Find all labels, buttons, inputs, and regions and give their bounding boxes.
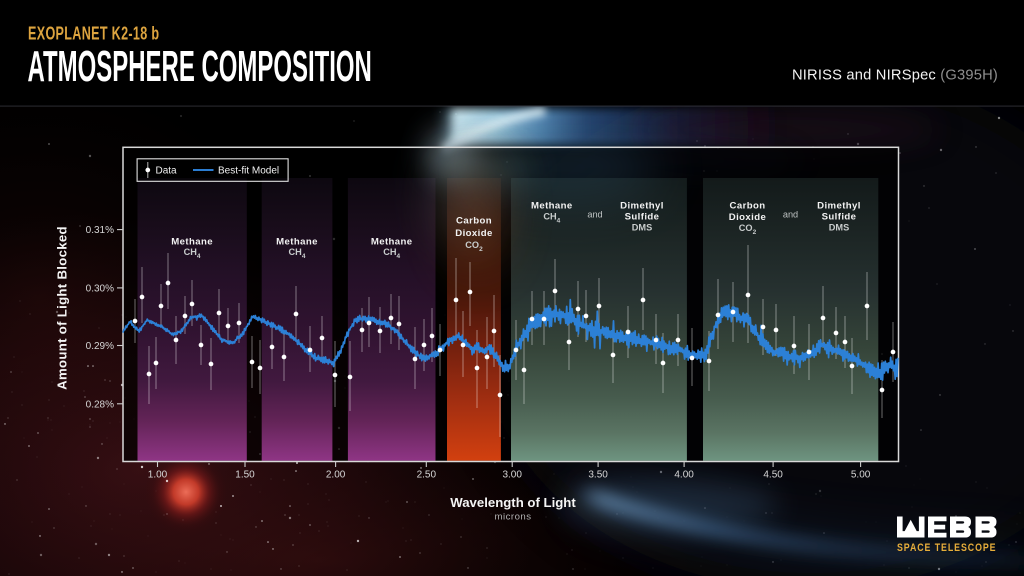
- svg-text:Dimethyl: Dimethyl: [620, 201, 664, 212]
- svg-text:0.30%: 0.30%: [86, 283, 114, 294]
- svg-text:1.50: 1.50: [235, 470, 255, 481]
- svg-text:Wavelength of Light: Wavelength of Light: [450, 495, 576, 510]
- svg-text:Dimethyl: Dimethyl: [817, 201, 861, 212]
- svg-text:Sulfide: Sulfide: [822, 212, 857, 223]
- svg-text:1.00: 1.00: [148, 470, 168, 481]
- svg-text:3.00: 3.00: [502, 470, 522, 481]
- svg-text:Methane: Methane: [276, 237, 318, 248]
- svg-text:Methane: Methane: [371, 237, 413, 248]
- svg-text:and: and: [587, 210, 602, 220]
- svg-text:and: and: [783, 210, 798, 220]
- svg-text:Methane: Methane: [171, 237, 213, 248]
- svg-text:4.00: 4.00: [674, 470, 694, 481]
- svg-text:Dioxide: Dioxide: [729, 212, 766, 223]
- svg-text:Sulfide: Sulfide: [625, 212, 660, 223]
- svg-text:DMS: DMS: [632, 223, 652, 233]
- svg-text:2.50: 2.50: [417, 470, 437, 481]
- svg-text:2.00: 2.00: [326, 470, 346, 481]
- svg-text:DMS: DMS: [829, 223, 849, 233]
- svg-text:NIRISS and NIRSpec (G395H): NIRISS and NIRSpec (G395H): [792, 68, 998, 84]
- svg-text:CH4: CH4: [289, 247, 306, 260]
- svg-text:Data: Data: [156, 166, 178, 177]
- svg-text:CH4: CH4: [383, 247, 400, 260]
- svg-text:5.00: 5.00: [851, 470, 871, 481]
- svg-text:CH4: CH4: [184, 247, 201, 260]
- svg-text:0.31%: 0.31%: [86, 225, 114, 236]
- svg-text:Dioxide: Dioxide: [455, 228, 492, 239]
- svg-text:Carbon: Carbon: [456, 216, 492, 227]
- svg-text:0.28%: 0.28%: [86, 399, 114, 410]
- svg-text:Methane: Methane: [531, 201, 573, 212]
- svg-text:EXOPLANET K2-18 b: EXOPLANET K2-18 b: [28, 24, 159, 44]
- svg-text:CO2: CO2: [739, 223, 757, 236]
- svg-text:Carbon: Carbon: [730, 201, 766, 212]
- svg-text:CH4: CH4: [543, 212, 560, 225]
- svg-text:Best-fit Model: Best-fit Model: [218, 166, 279, 177]
- svg-text:CO2: CO2: [465, 240, 483, 253]
- svg-text:3.50: 3.50: [588, 470, 608, 481]
- svg-text:ATMOSPHERE COMPOSITION: ATMOSPHERE COMPOSITION: [28, 43, 372, 91]
- svg-text:4.50: 4.50: [763, 470, 783, 481]
- svg-text:SPACE TELESCOPE: SPACE TELESCOPE: [897, 542, 997, 554]
- svg-text:Amount of Light Blocked: Amount of Light Blocked: [55, 226, 70, 390]
- svg-text:microns: microns: [494, 512, 531, 523]
- svg-text:0.29%: 0.29%: [86, 341, 114, 352]
